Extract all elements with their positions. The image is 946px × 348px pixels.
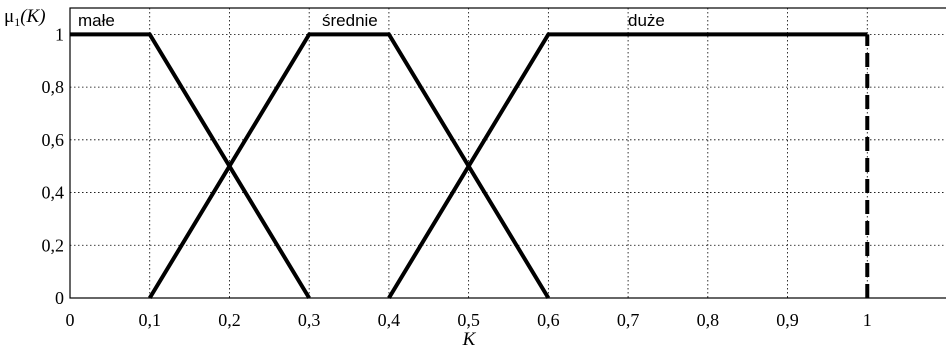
- y-axis-label: μ1(K): [4, 6, 46, 29]
- y-tick-label: 0,2: [42, 235, 65, 255]
- series-line-srednie: [148, 32, 551, 300]
- x-tick-label: 0,6: [537, 310, 560, 330]
- series-group: [70, 32, 870, 300]
- x-tick-label: 0,5: [457, 310, 480, 330]
- grid: [70, 8, 946, 298]
- x-tick-label: 0,8: [697, 310, 720, 330]
- y-axis-label-main: μ: [4, 6, 14, 27]
- y-axis-label-arg: (K): [20, 6, 45, 27]
- x-tick-label: 0,7: [617, 310, 640, 330]
- series-line-male: [70, 32, 311, 300]
- x-tick-label: 0: [66, 310, 75, 330]
- x-axis-label: K: [462, 329, 477, 348]
- x-tick-label: 0,3: [298, 310, 321, 330]
- x-tick-label: 0,1: [138, 310, 161, 330]
- x-tick-label: 1: [863, 310, 872, 330]
- series-label-duze: duże: [628, 11, 665, 30]
- plot-frame: [69, 7, 946, 299]
- y-tick-labels: 0 0,2 0,4 0,6 0,8 1: [42, 24, 65, 308]
- y-tick-label: 0,6: [42, 130, 65, 150]
- set-labels: małe średnie duże: [78, 11, 665, 30]
- series-label-male: małe: [78, 11, 115, 30]
- series-line-duze: [387, 32, 868, 300]
- y-tick-label: 0: [55, 288, 64, 308]
- y-tick-label: 0,4: [42, 183, 65, 203]
- y-tick-label: 1: [55, 24, 64, 44]
- x-tick-label: 0,2: [218, 310, 241, 330]
- y-tick-label: 0,8: [42, 77, 65, 97]
- y-axis-label-sub: 1: [14, 15, 20, 29]
- x-tick-labels: 0 0,1 0,2 0,3 0,4 0,5 0,6 0,7 0,8 0,9 1: [66, 310, 872, 330]
- series-label-srednie: średnie: [322, 11, 378, 30]
- x-tick-label: 0,4: [378, 310, 401, 330]
- x-tick-label: 0,9: [776, 310, 799, 330]
